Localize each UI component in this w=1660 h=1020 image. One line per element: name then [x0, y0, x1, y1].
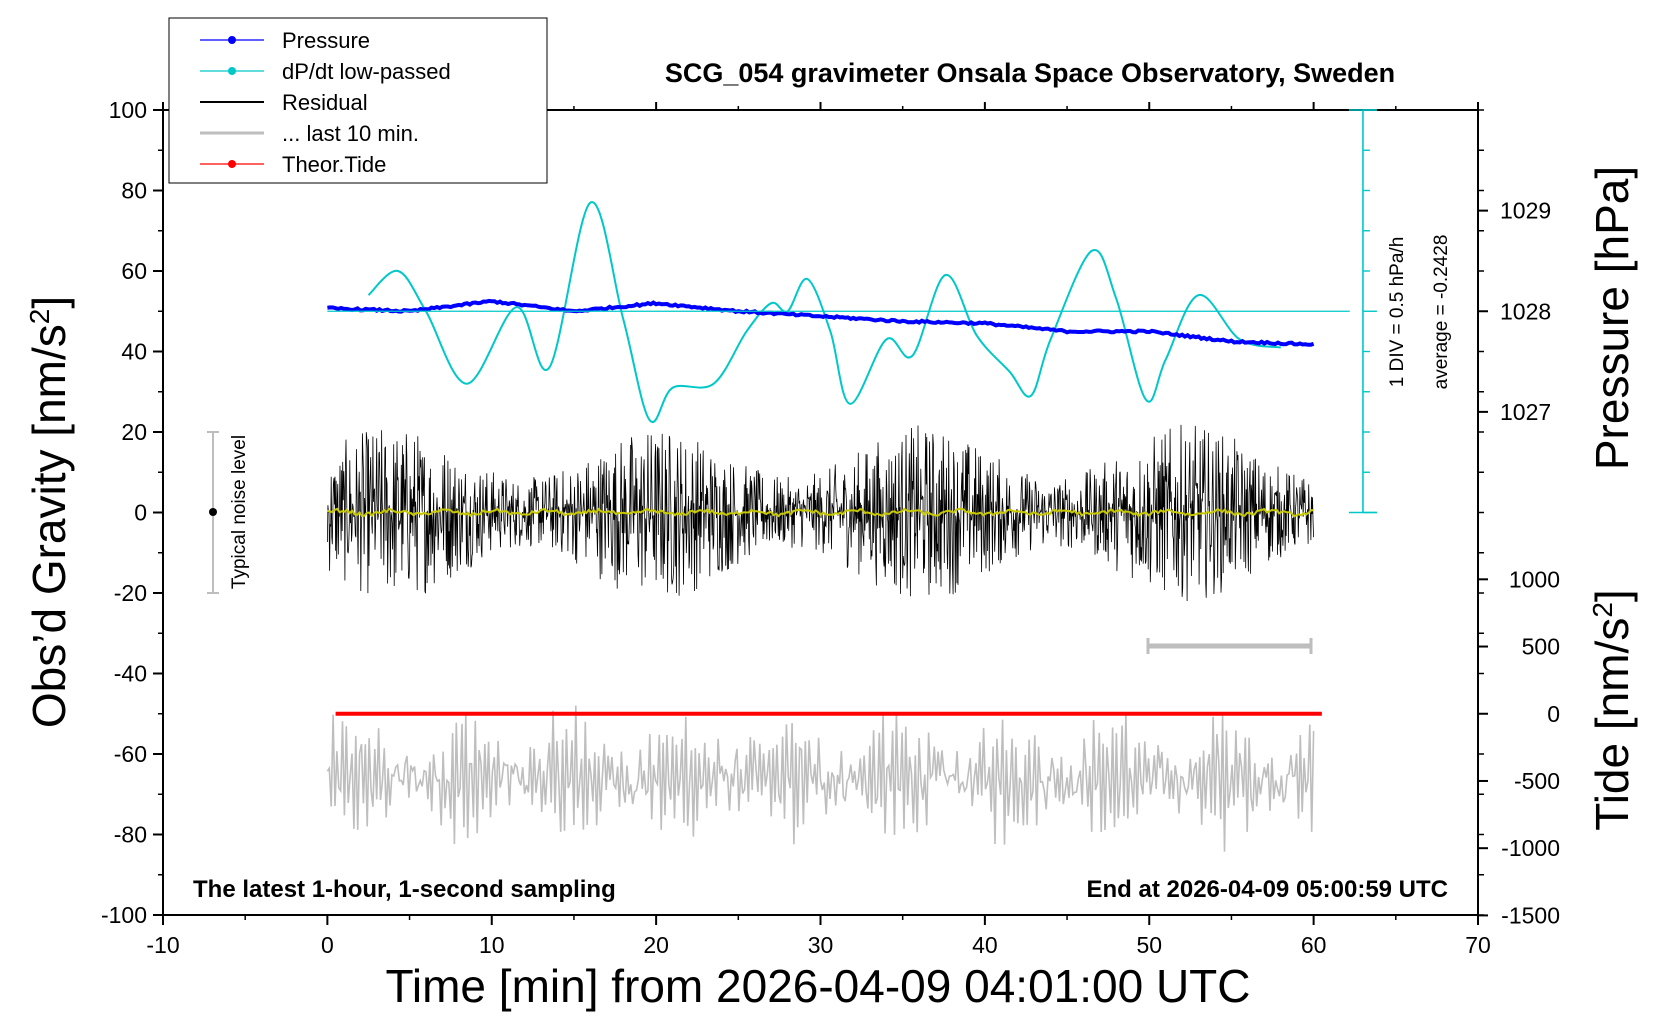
- y-left-label-end: ]: [23, 296, 75, 309]
- y-tick-label: 60: [121, 258, 147, 284]
- y-tick-label: -40: [114, 661, 147, 687]
- pressure-axis-label: Pressure [hPa]: [1586, 166, 1638, 470]
- y-left-label-sup: 2: [24, 309, 55, 325]
- y-tick-label: -60: [114, 741, 147, 767]
- x-axis-ticks: -10 0 10 20 30 40 50 60 70: [146, 102, 1491, 958]
- series-residual: [327, 424, 1314, 602]
- pressure-tick-label: 1027: [1500, 399, 1551, 425]
- series-dpdt: [367, 201, 1281, 423]
- tide-tick-label: -1500: [1501, 902, 1560, 928]
- legend-marker: [228, 160, 236, 168]
- noise-label: Typical noise level: [229, 435, 250, 589]
- pressure-tick-label: 1028: [1500, 298, 1551, 324]
- x-tick-label: 20: [643, 932, 669, 958]
- last-10-min-line: [326, 705, 1315, 852]
- average-label-group: average = -0.2428: [1431, 235, 1452, 390]
- svg-text:Pressure [hPa]: Pressure [hPa]: [1586, 166, 1638, 470]
- tide-tick-label: 0: [1547, 701, 1560, 727]
- y-tick-label: 40: [121, 339, 147, 365]
- tide-tick-label: -1000: [1501, 835, 1560, 861]
- y-tick-label: -20: [114, 580, 147, 606]
- last-10-min-bar: [1146, 638, 1313, 654]
- tide-tick-label: -500: [1514, 768, 1560, 794]
- pressure-line: [327, 298, 1315, 347]
- pressure-tick-label: 1029: [1500, 198, 1551, 224]
- legend-marker: [228, 36, 236, 44]
- chart-title: SCG_054 gravimeter Onsala Space Observat…: [665, 58, 1395, 88]
- svg-text:Obs’d Gravity [nm/s2]: Obs’d Gravity [nm/s2]: [23, 296, 75, 728]
- tide-tick-label: 1000: [1509, 566, 1560, 592]
- x-tick-label: 0: [321, 932, 334, 958]
- legend-box: [168, 17, 548, 184]
- div-label: 1 DIV = 0.5 hPa/h: [1387, 237, 1408, 388]
- y-tick-label: -80: [114, 822, 147, 848]
- legend-label: Residual: [282, 90, 368, 115]
- x-tick-label: 40: [972, 932, 998, 958]
- tide-axis-label: Tide [nm/s2]: [1586, 589, 1638, 830]
- x-tick-label: 50: [1136, 932, 1162, 958]
- legend-label: Theor.Tide: [282, 152, 386, 177]
- x-tick-label: 70: [1465, 932, 1491, 958]
- average-label: average = -0.2428: [1431, 235, 1452, 390]
- svg-text:Tide [nm/s2]: Tide [nm/s2]: [1586, 589, 1638, 830]
- x-tick-label: 60: [1301, 932, 1327, 958]
- footer-left: The latest 1-hour, 1-second sampling: [193, 876, 616, 903]
- legend-label: ... last 10 min.: [282, 121, 419, 146]
- x-tick-label: -10: [146, 932, 179, 958]
- tide-label-sup: 2: [1587, 602, 1618, 618]
- tide-label-main: Tide [nm/s: [1586, 618, 1638, 831]
- noise-level-indicator: [207, 431, 219, 594]
- dpdt-line: [367, 201, 1281, 423]
- y-tick-label: -100: [101, 902, 147, 928]
- noise-label-group: Typical noise level: [229, 435, 250, 589]
- legend: Pressure dP/dt low-passed Residual ... last…: [168, 17, 548, 184]
- residual-line: [327, 424, 1314, 602]
- footer-right: End at 2026-04-09 05:00:59 UTC: [1087, 876, 1449, 903]
- noise-bar-dot: [209, 508, 217, 516]
- series-last-10-min: [326, 705, 1315, 852]
- y-tick-label: 20: [121, 419, 147, 445]
- y-tick-label: 80: [121, 178, 147, 204]
- legend-label: Pressure: [282, 28, 370, 53]
- residual-smoothed-line: [327, 507, 1314, 518]
- tide-label-end: ]: [1586, 589, 1638, 602]
- y-left-label-main: Obs’d Gravity [nm/s: [23, 324, 75, 728]
- dpdt-scale-bar: [327, 109, 1377, 514]
- series-residual-smoothed: [327, 507, 1314, 518]
- legend-label: dP/dt low-passed: [282, 59, 451, 84]
- div-label-group: 1 DIV = 0.5 hPa/h: [1387, 237, 1408, 388]
- x-tick-label: 30: [808, 932, 834, 958]
- x-tick-label: 10: [479, 932, 505, 958]
- series-pressure: [327, 298, 1315, 347]
- legend-marker: [228, 67, 236, 75]
- tide-tick-label: 500: [1522, 634, 1560, 660]
- y-tick-label: 100: [109, 97, 147, 123]
- y-tick-label: 0: [134, 500, 147, 526]
- pressure-axis-ticks: 1027 1028 1029: [1478, 198, 1551, 425]
- y-axis-left-label: Obs’d Gravity [nm/s2]: [23, 296, 75, 728]
- tide-axis-ticks: 1000 500 0 -500 -1000 -1500: [1478, 566, 1560, 928]
- x-axis-label: Time [min] from 2026-04-09 04:01:00 UTC: [386, 960, 1251, 1012]
